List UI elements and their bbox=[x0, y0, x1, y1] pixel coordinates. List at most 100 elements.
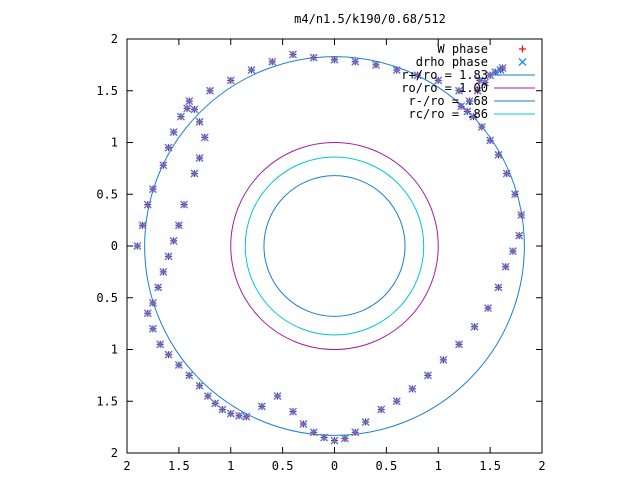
data-point bbox=[143, 200, 152, 209]
x-tick-label: 0 bbox=[331, 459, 338, 473]
marker-cross-b bbox=[190, 169, 199, 178]
marker-cross-b bbox=[148, 185, 157, 194]
marker-cross-b bbox=[491, 68, 500, 77]
marker-cross-b bbox=[190, 105, 199, 114]
data-point bbox=[498, 63, 507, 72]
data-point bbox=[195, 381, 204, 390]
y-tick-label: 2 bbox=[111, 32, 118, 46]
x-tick-label: 0.5 bbox=[272, 459, 294, 473]
marker-cross-b bbox=[154, 283, 163, 292]
data-point bbox=[351, 57, 360, 66]
data-point bbox=[457, 102, 466, 111]
data-point bbox=[480, 78, 489, 87]
data-point bbox=[247, 66, 256, 75]
marker-cross-b bbox=[247, 66, 256, 75]
data-point bbox=[413, 71, 422, 80]
legend-label: ro/ro = 1.00 bbox=[401, 81, 488, 95]
x-axis: 2 1.5 1 0.5 0 0.5 1 1.5 2 bbox=[123, 39, 546, 473]
marker-cross-b bbox=[164, 143, 173, 152]
marker-cross-b bbox=[164, 252, 173, 261]
data-point bbox=[475, 76, 484, 85]
marker-cross-b bbox=[273, 392, 282, 401]
marker-cross-b bbox=[180, 200, 189, 209]
data-point bbox=[434, 76, 443, 85]
data-point bbox=[206, 86, 214, 95]
data-point bbox=[372, 60, 380, 69]
data-point bbox=[226, 409, 235, 418]
marker-cross-b bbox=[195, 117, 204, 126]
marker-cross-b bbox=[257, 402, 266, 411]
legend-sample bbox=[518, 58, 527, 66]
data-point bbox=[164, 252, 173, 261]
data-point bbox=[154, 283, 163, 292]
data-point bbox=[133, 242, 142, 250]
data-point bbox=[169, 128, 178, 137]
marker-cross-b bbox=[226, 409, 235, 418]
marker-cross-b bbox=[195, 381, 204, 390]
y-tick-label: 0 bbox=[111, 239, 118, 253]
legend-label: r-/ro = .68 bbox=[409, 94, 488, 108]
marker-cross-b bbox=[235, 411, 244, 420]
data-point bbox=[309, 428, 318, 437]
data-point bbox=[494, 150, 503, 159]
radius-circle bbox=[263, 175, 406, 317]
data-point bbox=[392, 397, 401, 406]
data-point bbox=[273, 392, 282, 401]
marker-cross-b bbox=[185, 371, 194, 380]
x-tick-label: 1 bbox=[435, 459, 442, 473]
marker-cross-b bbox=[176, 112, 185, 121]
data-point bbox=[289, 407, 297, 416]
data-point bbox=[148, 185, 157, 194]
data-point bbox=[164, 143, 173, 152]
data-point bbox=[408, 384, 417, 393]
data-point bbox=[377, 405, 386, 414]
marker-cross-b bbox=[206, 86, 214, 95]
x-tick-label: 2 bbox=[123, 459, 130, 473]
marker-cross-b bbox=[377, 405, 386, 414]
marker-cross-b bbox=[494, 150, 503, 159]
marker-cross-b bbox=[330, 436, 339, 445]
marker-cross-b bbox=[211, 399, 220, 408]
marker-cross-b bbox=[372, 60, 380, 69]
data-point bbox=[423, 371, 432, 380]
marker-cross-b bbox=[486, 136, 495, 145]
data-point bbox=[185, 97, 194, 106]
marker-cross-b bbox=[498, 63, 507, 72]
data-point bbox=[138, 221, 147, 230]
y-axis: 2 1.5 1 0.5 0 0.5 1 1.5 2 bbox=[96, 32, 542, 460]
marker-cross-b bbox=[268, 57, 277, 66]
data-point bbox=[469, 112, 478, 121]
data-point bbox=[501, 262, 510, 271]
x-tick-label: 1.5 bbox=[479, 459, 501, 473]
marker-cross-b bbox=[226, 76, 235, 85]
data-point bbox=[235, 411, 244, 420]
marker-cross-b bbox=[351, 57, 360, 66]
data-point bbox=[330, 55, 339, 64]
marker-cross-b bbox=[517, 210, 526, 219]
y-tick-label: 0.5 bbox=[96, 291, 118, 305]
marker-cross-b bbox=[289, 407, 297, 416]
data-point bbox=[174, 361, 183, 370]
data-point bbox=[183, 104, 192, 113]
y-tick-label: 0.5 bbox=[96, 187, 118, 201]
marker-cross-b bbox=[455, 340, 463, 349]
marker-cross-b bbox=[164, 350, 173, 359]
data-point bbox=[517, 210, 526, 219]
data-point bbox=[494, 283, 503, 292]
data-point bbox=[502, 169, 511, 178]
marker-cross-b bbox=[475, 76, 484, 85]
data-point bbox=[515, 231, 524, 240]
marker-cross-b bbox=[169, 128, 178, 137]
data-point bbox=[159, 267, 168, 276]
marker-cross-b bbox=[133, 242, 142, 250]
legend-label: rc/ro = .86 bbox=[409, 107, 488, 121]
marker-cross-b bbox=[309, 53, 318, 62]
data-point bbox=[226, 76, 235, 85]
data-point bbox=[351, 428, 360, 437]
marker-cross-b bbox=[340, 434, 349, 443]
data-point bbox=[148, 298, 157, 307]
marker-cross-b bbox=[299, 420, 308, 429]
data-point bbox=[148, 324, 157, 333]
data-point bbox=[470, 322, 479, 331]
